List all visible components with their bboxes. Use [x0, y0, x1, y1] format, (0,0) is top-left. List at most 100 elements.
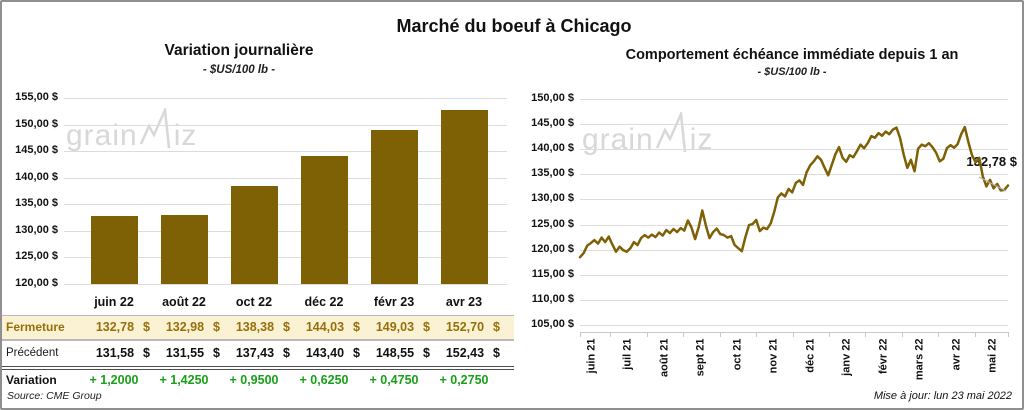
- bar: [440, 110, 488, 284]
- cell-value: 148,55: [375, 346, 415, 360]
- y-tick-label: 140,00 $: [531, 142, 574, 155]
- gridline: [580, 299, 1008, 301]
- x-tick-label: oct 22: [235, 295, 273, 309]
- fermeture-row-highlight: [2, 315, 514, 340]
- last-price-annotation: 132,78 $: [966, 154, 1017, 169]
- gridline: [580, 199, 1008, 201]
- right-chart-title: Comportement échéance immédiate depuis 1…: [625, 47, 959, 63]
- x-tick-label: déc 21: [804, 338, 817, 373]
- table-cell: + 0,2750: [439, 373, 489, 387]
- gridline: [64, 284, 507, 285]
- bar: [300, 156, 348, 284]
- bar: [230, 186, 278, 284]
- y-tick-label: 150,00 $: [531, 92, 574, 104]
- y-tick-label: 140,00 $: [15, 170, 58, 183]
- bar: [370, 129, 418, 284]
- x-axis-tick: [580, 332, 581, 337]
- x-tick-label: févr 23: [373, 295, 415, 309]
- y-tick-label: 125,00 $: [15, 250, 58, 263]
- x-tick-label: nov 21: [767, 338, 780, 374]
- cell-value: 137,43: [235, 346, 275, 360]
- row-label-fermeture: Fermeture: [6, 320, 65, 334]
- watermark-text-iz: iz: [173, 119, 198, 152]
- x-axis-tick: [938, 332, 940, 337]
- x-tick-label: mai 22: [986, 338, 999, 373]
- table-divider-line: [2, 369, 514, 370]
- x-tick-label: mars 22: [913, 338, 926, 381]
- table-cell: + 0,6250: [299, 373, 349, 387]
- cell-value: 152,43: [445, 346, 485, 360]
- x-tick-label: août 21: [658, 338, 671, 378]
- cell-value: 132,78: [95, 320, 135, 334]
- x-tick-label: janv 22: [840, 338, 853, 376]
- gridline: [580, 249, 1008, 251]
- left-chart-title: Variation journalière: [164, 42, 314, 59]
- x-tick-label: juin 22: [94, 295, 134, 309]
- gridline: [64, 124, 507, 126]
- y-tick-label: 150,00 $: [15, 117, 58, 130]
- page-title: Marché du boeuf à Chicago: [396, 16, 632, 36]
- x-axis-tick: [901, 332, 903, 337]
- cell-currency: $: [213, 320, 220, 334]
- x-tick-label: oct 21: [731, 338, 744, 371]
- cell-currency: $: [493, 320, 500, 334]
- x-tick-label: sept 21: [694, 338, 707, 377]
- table-cell: 152,70 $: [428, 320, 500, 334]
- table-divider-line: [2, 366, 514, 367]
- cell-currency: $: [493, 346, 500, 360]
- x-axis-tick: [610, 332, 612, 337]
- x-axis-tick: [683, 332, 685, 337]
- table-divider-line: [2, 340, 514, 341]
- update-note: Mise à jour: lun 23 mai 2022: [873, 390, 1012, 402]
- cell-value: 131,58: [95, 346, 135, 360]
- row-label-variation: Variation: [6, 373, 57, 387]
- x-tick-label: déc 22: [304, 295, 344, 309]
- grainwiz-watermark: grain iz: [66, 108, 197, 151]
- x-tick-label: juil 21: [621, 338, 634, 370]
- gridline: [580, 124, 1008, 126]
- gridline: [580, 149, 1008, 151]
- table-cell: + 0,4750: [369, 373, 419, 387]
- watermark-text-iz: iz: [689, 123, 714, 156]
- x-axis-tick: [865, 332, 867, 337]
- watermark-text-grain: grain: [582, 123, 654, 156]
- x-axis-tick: [646, 332, 648, 337]
- x-tick-label: août 22: [162, 295, 206, 309]
- gridline: [580, 224, 1008, 226]
- x-tick-label: avr 22: [950, 338, 962, 371]
- x-tick-label: juin 21: [585, 338, 598, 374]
- table-cell: 137,43 $: [218, 346, 290, 360]
- cell-value: 144,03: [305, 320, 345, 334]
- left-chart-subtitle: - $US/100 lb -: [202, 64, 276, 76]
- cell-currency: $: [283, 346, 290, 360]
- table-cell: 152,43 $: [428, 346, 500, 360]
- x-axis-line: [580, 332, 1008, 333]
- x-axis-tick: [719, 332, 721, 337]
- cell-value: 132,98: [165, 320, 205, 334]
- gridline: [64, 257, 507, 259]
- y-tick-label: 135,00 $: [531, 167, 574, 180]
- cell-value: 149,03: [375, 320, 415, 334]
- y-tick-label: 120,00 $: [531, 242, 574, 255]
- table-cell: 138,38 $: [218, 320, 290, 334]
- cell-currency: $: [143, 320, 150, 334]
- gridline: [64, 204, 507, 206]
- cell-currency: $: [143, 346, 150, 360]
- cell-currency: $: [213, 346, 220, 360]
- table-cell: 148,55 $: [358, 346, 430, 360]
- x-axis-tick: [792, 332, 794, 337]
- table-cell: 132,98 $: [148, 320, 220, 334]
- table-cell: 132,78 $: [78, 320, 150, 334]
- gridline: [580, 274, 1008, 276]
- gridline: [580, 325, 1008, 326]
- table-cell: + 0,9500: [229, 373, 279, 387]
- source-note: Source: CME Group: [7, 390, 102, 402]
- cell-currency: $: [423, 320, 430, 334]
- watermark-zigzag-icon: [139, 108, 170, 149]
- table-cell: 149,03 $: [358, 320, 430, 334]
- y-tick-label: 145,00 $: [15, 144, 58, 157]
- table-cell: + 1,2000: [89, 373, 139, 387]
- y-tick-label: 120,00 $: [15, 277, 58, 289]
- gridline: [64, 98, 507, 99]
